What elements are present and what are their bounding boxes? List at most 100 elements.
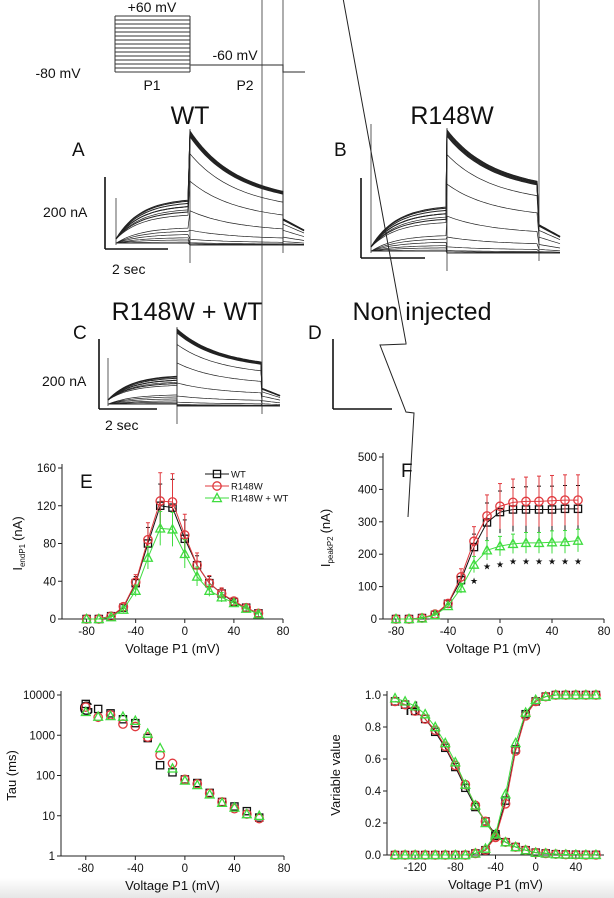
x-tick-label: -80 xyxy=(77,863,94,875)
significance-asterisk: ★ xyxy=(574,557,582,567)
marker-triangle xyxy=(228,596,240,608)
marker-triangle xyxy=(468,558,480,569)
marker-triangle xyxy=(81,613,93,624)
y-axis-label-main: I xyxy=(10,567,25,571)
significance-asterisk: ★ xyxy=(548,557,556,567)
marker-triangle xyxy=(520,536,532,548)
marker-triangle xyxy=(507,537,519,549)
marker-triangle xyxy=(191,779,203,790)
y-axis-label: IendP1 (nA) xyxy=(10,516,27,570)
marker-triangle xyxy=(459,849,471,860)
trace xyxy=(115,180,305,240)
marker-circle xyxy=(482,511,492,521)
marker-triangle xyxy=(550,689,562,700)
marker-circle xyxy=(560,495,570,505)
marker-circle xyxy=(229,803,240,814)
x-tick-label: -80 xyxy=(447,862,464,874)
trace xyxy=(370,241,561,253)
current-traces xyxy=(98,0,281,424)
x-tick-label: 0 xyxy=(532,862,538,874)
voltage-protocol: +60 mV -80 mV -60 mV P1 P2 xyxy=(35,0,305,93)
current-scale-label: 200 nA xyxy=(42,373,87,389)
trace-panel-c: R148W + WT C 200 nA 2 sec xyxy=(42,0,281,433)
series-r148w-wt xyxy=(389,689,602,860)
marker-triangle xyxy=(389,692,401,703)
significance-asterisk: ★ xyxy=(470,576,478,586)
x-tick-label: 0 xyxy=(182,863,188,875)
marker-triangle xyxy=(130,584,142,595)
legend-item: R148W xyxy=(205,481,263,493)
trace xyxy=(370,247,560,254)
marker-circle xyxy=(155,496,166,506)
protocol-p1-top-label: +60 mV xyxy=(128,0,177,15)
x-tick-label: 80 xyxy=(278,863,291,875)
marker-triangle xyxy=(117,710,129,721)
y-tick-label: 400 xyxy=(358,484,377,496)
y-tick-label: 80 xyxy=(43,539,56,551)
marker-circle xyxy=(456,572,466,582)
panel-letter: F xyxy=(401,461,413,482)
marker-triangle xyxy=(389,849,401,860)
marker-triangle xyxy=(500,788,512,799)
trace xyxy=(370,236,561,252)
trace xyxy=(107,395,281,405)
marker-triangle xyxy=(252,608,264,619)
marker-triangle xyxy=(390,613,402,624)
y-tick-label: 1000 xyxy=(29,730,55,742)
trace xyxy=(370,134,561,248)
trace xyxy=(107,343,281,401)
y-axis-label: Tau (ms) xyxy=(4,750,19,801)
trace xyxy=(107,400,280,407)
y-tick-label: 10 xyxy=(42,811,55,823)
panel-letter: B xyxy=(334,140,347,161)
current-traces xyxy=(332,0,415,518)
significance-asterisk: ★ xyxy=(483,562,491,572)
series-line xyxy=(395,694,596,856)
y-axis-label: Variable value xyxy=(328,734,343,815)
marker-triangle xyxy=(191,570,203,581)
trace xyxy=(107,327,281,401)
trace xyxy=(370,132,561,248)
trace xyxy=(115,135,305,240)
marker-circle xyxy=(179,530,190,540)
marker-triangle xyxy=(590,689,602,700)
y-tick-label: 1 xyxy=(49,851,55,863)
marker-triangle xyxy=(442,600,454,611)
significance-asterisk: ★ xyxy=(522,557,530,567)
y-tick-label: 0.0 xyxy=(365,850,381,862)
marker-triangle xyxy=(559,535,571,547)
marker-circle xyxy=(573,495,583,505)
series-r148w-wt xyxy=(80,705,265,820)
marker-circle xyxy=(500,798,511,809)
marker-triangle xyxy=(179,547,191,559)
y-axis-label: IpeakP2 (nA) xyxy=(318,509,335,567)
y-tick-label: 10000 xyxy=(23,690,55,702)
trace xyxy=(107,331,281,401)
marker-triangle xyxy=(105,710,117,721)
marker-circle xyxy=(212,481,222,491)
marker-triangle xyxy=(455,582,467,593)
chart-h-variable-value: -120 -80 -40 0 40 0.0 0.2 0.4 0.6 0.8 1.0 Voltage P… xyxy=(328,689,604,892)
x-tick-label: 0 xyxy=(497,626,503,638)
marker-triangle xyxy=(142,727,154,738)
trace xyxy=(108,403,280,407)
marker-triangle xyxy=(80,705,92,717)
trace xyxy=(370,215,561,252)
trace xyxy=(371,250,560,254)
marker-triangle xyxy=(570,848,582,859)
marker-triangle xyxy=(142,551,154,562)
marker-triangle xyxy=(167,523,178,534)
y-tick-label: 200 xyxy=(358,549,377,561)
x-tick-label: 40 xyxy=(569,862,582,874)
marker-circle xyxy=(143,534,153,545)
marker-circle xyxy=(155,750,165,761)
marker-triangle xyxy=(481,544,493,555)
x-tick-label: 40 xyxy=(227,626,240,638)
marker-triangle xyxy=(560,689,572,700)
marker-triangle xyxy=(129,714,141,725)
marker-triangle xyxy=(490,828,501,839)
marker-circle xyxy=(80,702,91,712)
y-axis-label-subscript: endP1 xyxy=(18,543,27,567)
marker-triangle xyxy=(105,611,117,622)
panel-letter: A xyxy=(72,140,85,161)
